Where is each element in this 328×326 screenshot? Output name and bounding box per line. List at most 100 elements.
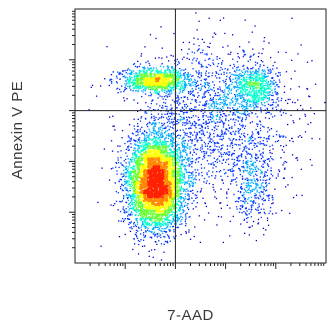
event-dot [134, 154, 136, 156]
event-dot [236, 109, 238, 111]
event-dot [137, 160, 139, 162]
event-dot [254, 170, 256, 173]
event-dot [166, 224, 168, 226]
event-dot [139, 72, 141, 74]
event-dot [172, 202, 174, 204]
event-dot [209, 97, 212, 99]
event-dot [153, 141, 156, 143]
event-dot [264, 73, 266, 75]
event-dot [149, 130, 151, 132]
event-dot [118, 220, 120, 222]
event-dot [134, 200, 136, 202]
event-dot [177, 70, 179, 72]
event-dot [136, 208, 138, 210]
event-dot [137, 163, 139, 165]
event-dot [166, 134, 168, 136]
event-dot [157, 113, 160, 115]
event-dot [131, 194, 133, 196]
event-dot [221, 162, 223, 164]
event-dot [244, 178, 246, 180]
event-dot [176, 167, 178, 169]
event-dot [117, 87, 119, 89]
event-dot [243, 188, 245, 190]
event-dot [255, 106, 257, 108]
event-dot [299, 135, 301, 137]
event-dot [234, 104, 236, 106]
event-dot [113, 125, 115, 127]
event-dot [205, 78, 208, 80]
event-dot [199, 191, 202, 193]
event-dot [180, 175, 182, 177]
event-dot [182, 90, 184, 92]
event-dot [252, 83, 254, 85]
event-dot [156, 69, 159, 71]
event-dot [127, 158, 129, 160]
event-dot [189, 164, 191, 166]
event-dot [192, 185, 194, 187]
event-dot [180, 119, 182, 121]
event-dot [191, 140, 193, 142]
event-dot [172, 82, 174, 84]
event-dot [167, 221, 169, 223]
event-dot [158, 127, 160, 129]
event-dot [209, 140, 211, 142]
event-dot [187, 158, 189, 160]
event-dot [212, 81, 214, 83]
event-dot [141, 223, 143, 226]
event-dot [268, 97, 270, 99]
event-dot [241, 178, 244, 180]
event-dot [130, 139, 132, 141]
event-dot [201, 139, 203, 141]
event-dot [146, 152, 148, 154]
event-dot [157, 132, 159, 134]
event-dot [149, 143, 151, 145]
event-dot [152, 99, 154, 101]
event-dot [200, 75, 203, 77]
event-dot [229, 102, 231, 104]
event-dot [124, 88, 126, 90]
event-dot [137, 60, 139, 63]
event-dot [191, 139, 193, 141]
event-dot [129, 85, 132, 87]
event-dot [128, 166, 130, 168]
event-dot [134, 182, 136, 185]
event-dot [164, 220, 166, 222]
event-dot [283, 145, 285, 148]
event-dot [127, 177, 130, 179]
event-dot [161, 213, 163, 215]
event-dot [208, 72, 210, 74]
event-dot [241, 118, 243, 121]
event-dot [149, 147, 151, 149]
event-dot [137, 131, 139, 134]
event-dot [177, 81, 180, 83]
event-dot [166, 226, 168, 228]
event-dot [275, 134, 278, 136]
event-dot [200, 167, 203, 169]
event-dot [190, 146, 192, 148]
event-dot [185, 170, 187, 172]
event-dot [136, 209, 138, 211]
event-dot [166, 88, 169, 90]
event-dot [200, 110, 202, 113]
event-dot [140, 226, 142, 229]
event-dot [247, 68, 249, 70]
event-dot [183, 159, 185, 161]
event-dot [223, 168, 225, 171]
event-dot [140, 70, 142, 73]
event-dot [249, 189, 251, 192]
event-dot [243, 148, 246, 150]
event-dot [148, 136, 150, 138]
event-dot [239, 197, 241, 199]
event-dot [138, 159, 140, 162]
event-dot [173, 211, 175, 214]
event-dot [265, 181, 267, 184]
event-dot [172, 207, 175, 209]
event-dot [246, 210, 248, 212]
event-dot [267, 136, 270, 138]
event-dot [229, 168, 231, 171]
event-dot [220, 90, 222, 92]
event-dot [179, 82, 181, 85]
event-dot [246, 102, 248, 104]
event-dot [177, 195, 179, 198]
event-dot [243, 73, 246, 75]
